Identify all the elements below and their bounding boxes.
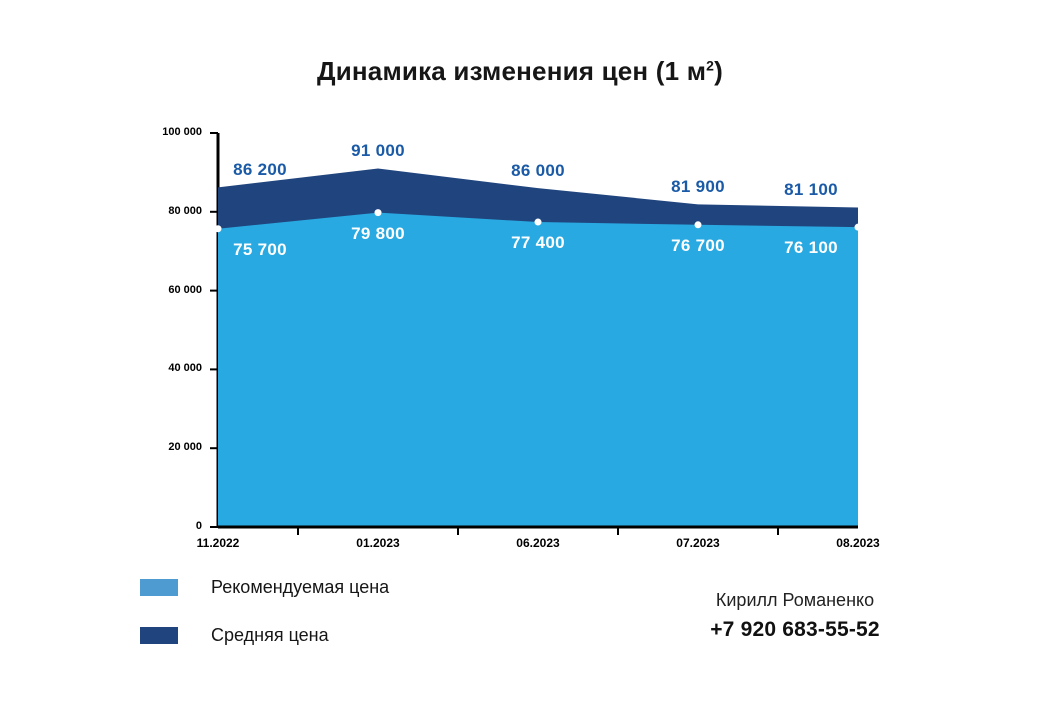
- recommended-price-value-label: 76 700: [671, 235, 725, 255]
- legend: Рекомендуемая цена Средняя цена: [140, 577, 389, 673]
- legend-item-recommended: Рекомендуемая цена: [140, 577, 389, 598]
- legend-swatch-recommended: [140, 579, 178, 596]
- legend-swatch-average: [140, 627, 178, 644]
- average-price-value-label: 81 900: [671, 177, 725, 197]
- recommended-price-value-label: 76 100: [784, 238, 838, 258]
- data-point-marker: [694, 221, 702, 229]
- data-point-marker: [854, 223, 862, 231]
- x-tick-label: 11.2022: [196, 536, 240, 550]
- recommended-price-value-label: 77 400: [511, 233, 565, 253]
- average-price-value-label: 91 000: [351, 141, 405, 161]
- average-price-value-label: 81 100: [784, 180, 838, 200]
- y-tick-label: 20 000: [168, 441, 202, 454]
- plot-area: [210, 132, 862, 535]
- data-point-markers: [214, 209, 862, 233]
- data-point-marker: [374, 209, 382, 217]
- legend-item-average: Средняя цена: [140, 625, 389, 646]
- contact-name: Кирилл Романенко: [715, 590, 875, 610]
- contact-block: Кирилл Романенко +7 920 683-55-52: [630, 590, 960, 642]
- y-tick-label: 80 000: [168, 204, 202, 217]
- recommended-price-value-label: 79 800: [351, 223, 405, 243]
- y-tick-label: 0: [195, 520, 202, 532]
- chart-title-text: Динамика изменения цен (1 м: [317, 56, 707, 86]
- average-price-value-label: 86 200: [233, 160, 287, 180]
- chart-title: Динамика изменения цен (1 м2): [0, 56, 1040, 87]
- x-tick-label: 01.2023: [356, 536, 400, 550]
- chart-title-close: ): [714, 56, 723, 86]
- y-tick-label: 60 000: [168, 283, 202, 296]
- x-tick-label: 08.2023: [836, 536, 880, 550]
- series-recommended-area: [218, 212, 858, 527]
- x-tick-label: 07.2023: [676, 536, 720, 550]
- recommended-price-value-label: 75 700: [233, 239, 287, 259]
- chart-title-superscript: 2: [706, 57, 715, 74]
- x-tick-label: 06.2023: [516, 536, 560, 550]
- data-point-marker: [534, 218, 542, 226]
- y-tick-label: 100 000: [162, 126, 202, 138]
- y-axis-ticks: [210, 132, 218, 528]
- legend-label-recommended: Рекомендуемая цена: [211, 577, 390, 597]
- contact-phone: +7 920 683-55-52: [710, 618, 880, 641]
- y-tick-label: 40 000: [168, 362, 202, 375]
- data-point-marker: [214, 225, 222, 233]
- legend-label-average: Средняя цена: [211, 625, 329, 645]
- x-axis-ticks: [297, 527, 779, 535]
- average-price-value-label: 86 000: [511, 161, 565, 181]
